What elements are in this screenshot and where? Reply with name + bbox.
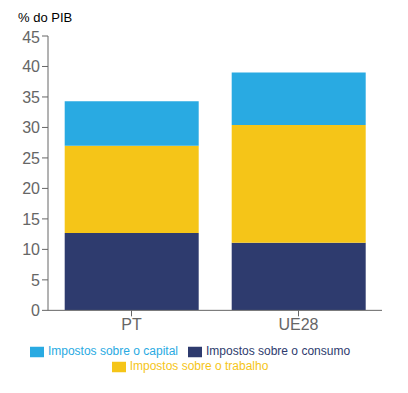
svg-text:25: 25 [22, 150, 40, 167]
svg-text:0: 0 [31, 302, 40, 319]
svg-text:UE28: UE28 [278, 316, 318, 333]
svg-text:10: 10 [22, 241, 40, 258]
svg-text:PT: PT [121, 316, 142, 333]
html-text:% do PIB: % do PIB [18, 10, 73, 25]
svg-text:35: 35 [22, 89, 40, 106]
html-text:Impostos sobre o trabalho: Impostos sobre o trabalho [129, 359, 269, 374]
svg-text:20: 20 [22, 180, 40, 197]
svg-text:40: 40 [22, 58, 40, 75]
svg-text:30: 30 [22, 119, 40, 136]
svg-text:5: 5 [31, 272, 40, 289]
html-text:Impostos sobre o consumo: Impostos sobre o consumo [206, 344, 351, 359]
svg-text:45: 45 [22, 29, 40, 46]
html-text:Impostos sobre o capital: Impostos sobre o capital [47, 344, 178, 359]
svg-text:15: 15 [22, 211, 40, 228]
